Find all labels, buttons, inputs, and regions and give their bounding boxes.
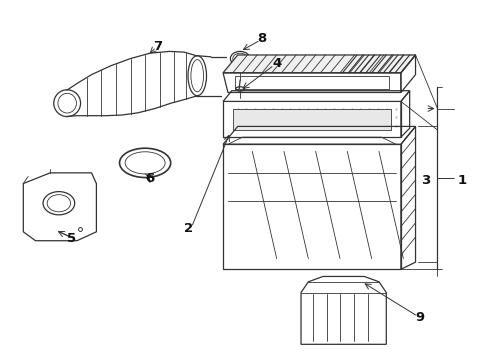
- Text: 3: 3: [420, 174, 430, 186]
- Text: 1: 1: [457, 174, 466, 186]
- Text: 4: 4: [272, 57, 281, 71]
- Text: 5: 5: [68, 233, 76, 246]
- Text: 8: 8: [257, 32, 267, 45]
- Polygon shape: [223, 55, 416, 73]
- Text: 6: 6: [146, 172, 155, 185]
- Text: 2: 2: [184, 222, 194, 235]
- Text: 7: 7: [153, 40, 162, 53]
- Text: 9: 9: [416, 311, 425, 324]
- Polygon shape: [233, 109, 391, 130]
